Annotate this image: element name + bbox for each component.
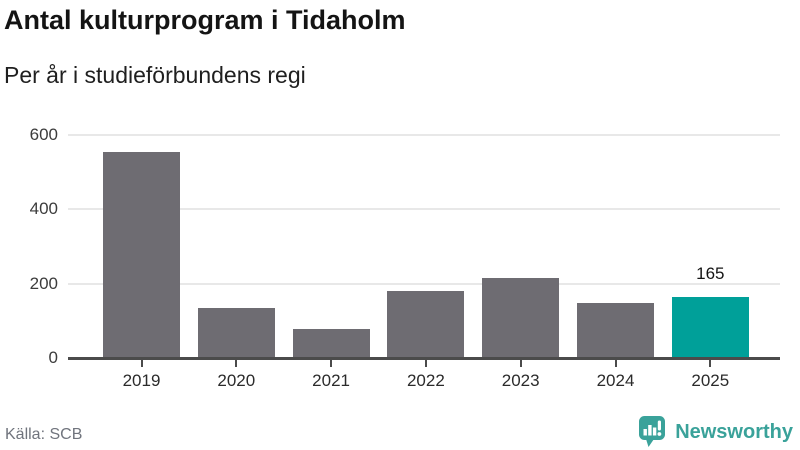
bar-2019: [103, 151, 180, 358]
x-tick-label: 2025: [691, 371, 730, 390]
x-tick-label: 2019: [122, 371, 161, 390]
newsworthy-icon: [639, 416, 666, 447]
chart-subtitle: Per år i studieförbundens regi: [4, 62, 306, 88]
bar-chart: 0 200 400 600 2019 2020 2021 2022 2023 2024 2025 16…: [0, 115, 800, 405]
gridline: [68, 208, 780, 211]
x-axis-tick: [140, 360, 143, 367]
x-tick-label: 2022: [406, 371, 445, 390]
y-tick-label: 0: [48, 348, 58, 367]
gridline: [68, 282, 780, 285]
source-label: Källa: SCB: [5, 426, 83, 443]
chart-title: Antal kulturprogram i Tidaholm: [4, 5, 406, 35]
bar-2023: [482, 278, 560, 358]
bar-2022: [387, 291, 465, 358]
y-tick-label: 400: [29, 199, 58, 219]
x-axis-tick: [235, 360, 238, 367]
x-tick-label: 2021: [312, 371, 350, 390]
x-axis-tick: [330, 360, 333, 367]
newsworthy-logo: Newsworthy: [638, 415, 793, 448]
y-tick-label: 200: [29, 273, 58, 293]
gridline: [68, 134, 780, 136]
bar-2020: [197, 307, 275, 358]
newsworthy-wordmark: Newsworthy: [675, 420, 793, 443]
x-axis-tick: [709, 360, 712, 367]
bar-value-label: 165: [696, 263, 725, 283]
x-tick-label: 2020: [217, 371, 256, 390]
x-tick-label: 2023: [501, 371, 540, 390]
x-axis-tick: [424, 360, 427, 367]
x-tick-label: 2024: [596, 371, 635, 390]
bar-2025: [671, 296, 749, 358]
bar-2021: [292, 329, 370, 358]
bar-2024: [577, 302, 654, 358]
x-axis-tick: [519, 360, 522, 367]
x-axis-line: [68, 357, 780, 360]
y-tick-label: 600: [29, 125, 58, 144]
x-axis-tick: [614, 360, 617, 367]
